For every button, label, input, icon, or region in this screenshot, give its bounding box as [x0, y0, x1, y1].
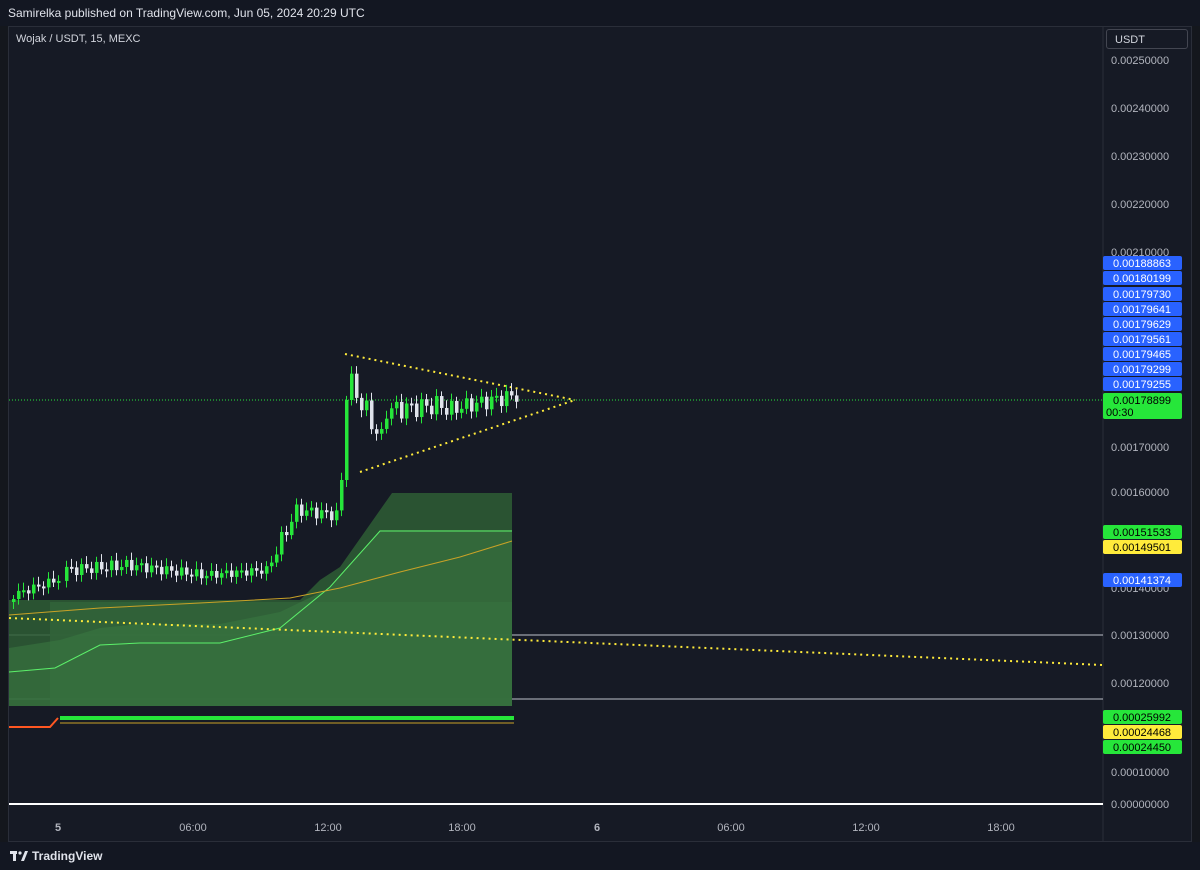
tradingview-icon — [10, 851, 28, 861]
chart-frame — [8, 26, 1192, 842]
publish-header: Samirelka published on TradingView.com, … — [0, 0, 1200, 26]
symbol-title[interactable]: Wojak / USDT, 15, MEXC — [16, 33, 141, 45]
brand-label: TradingView — [32, 849, 103, 863]
tradingview-logo[interactable]: TradingView — [10, 849, 102, 863]
currency-selector[interactable]: USDT — [1106, 29, 1188, 49]
footer — [0, 842, 1200, 870]
